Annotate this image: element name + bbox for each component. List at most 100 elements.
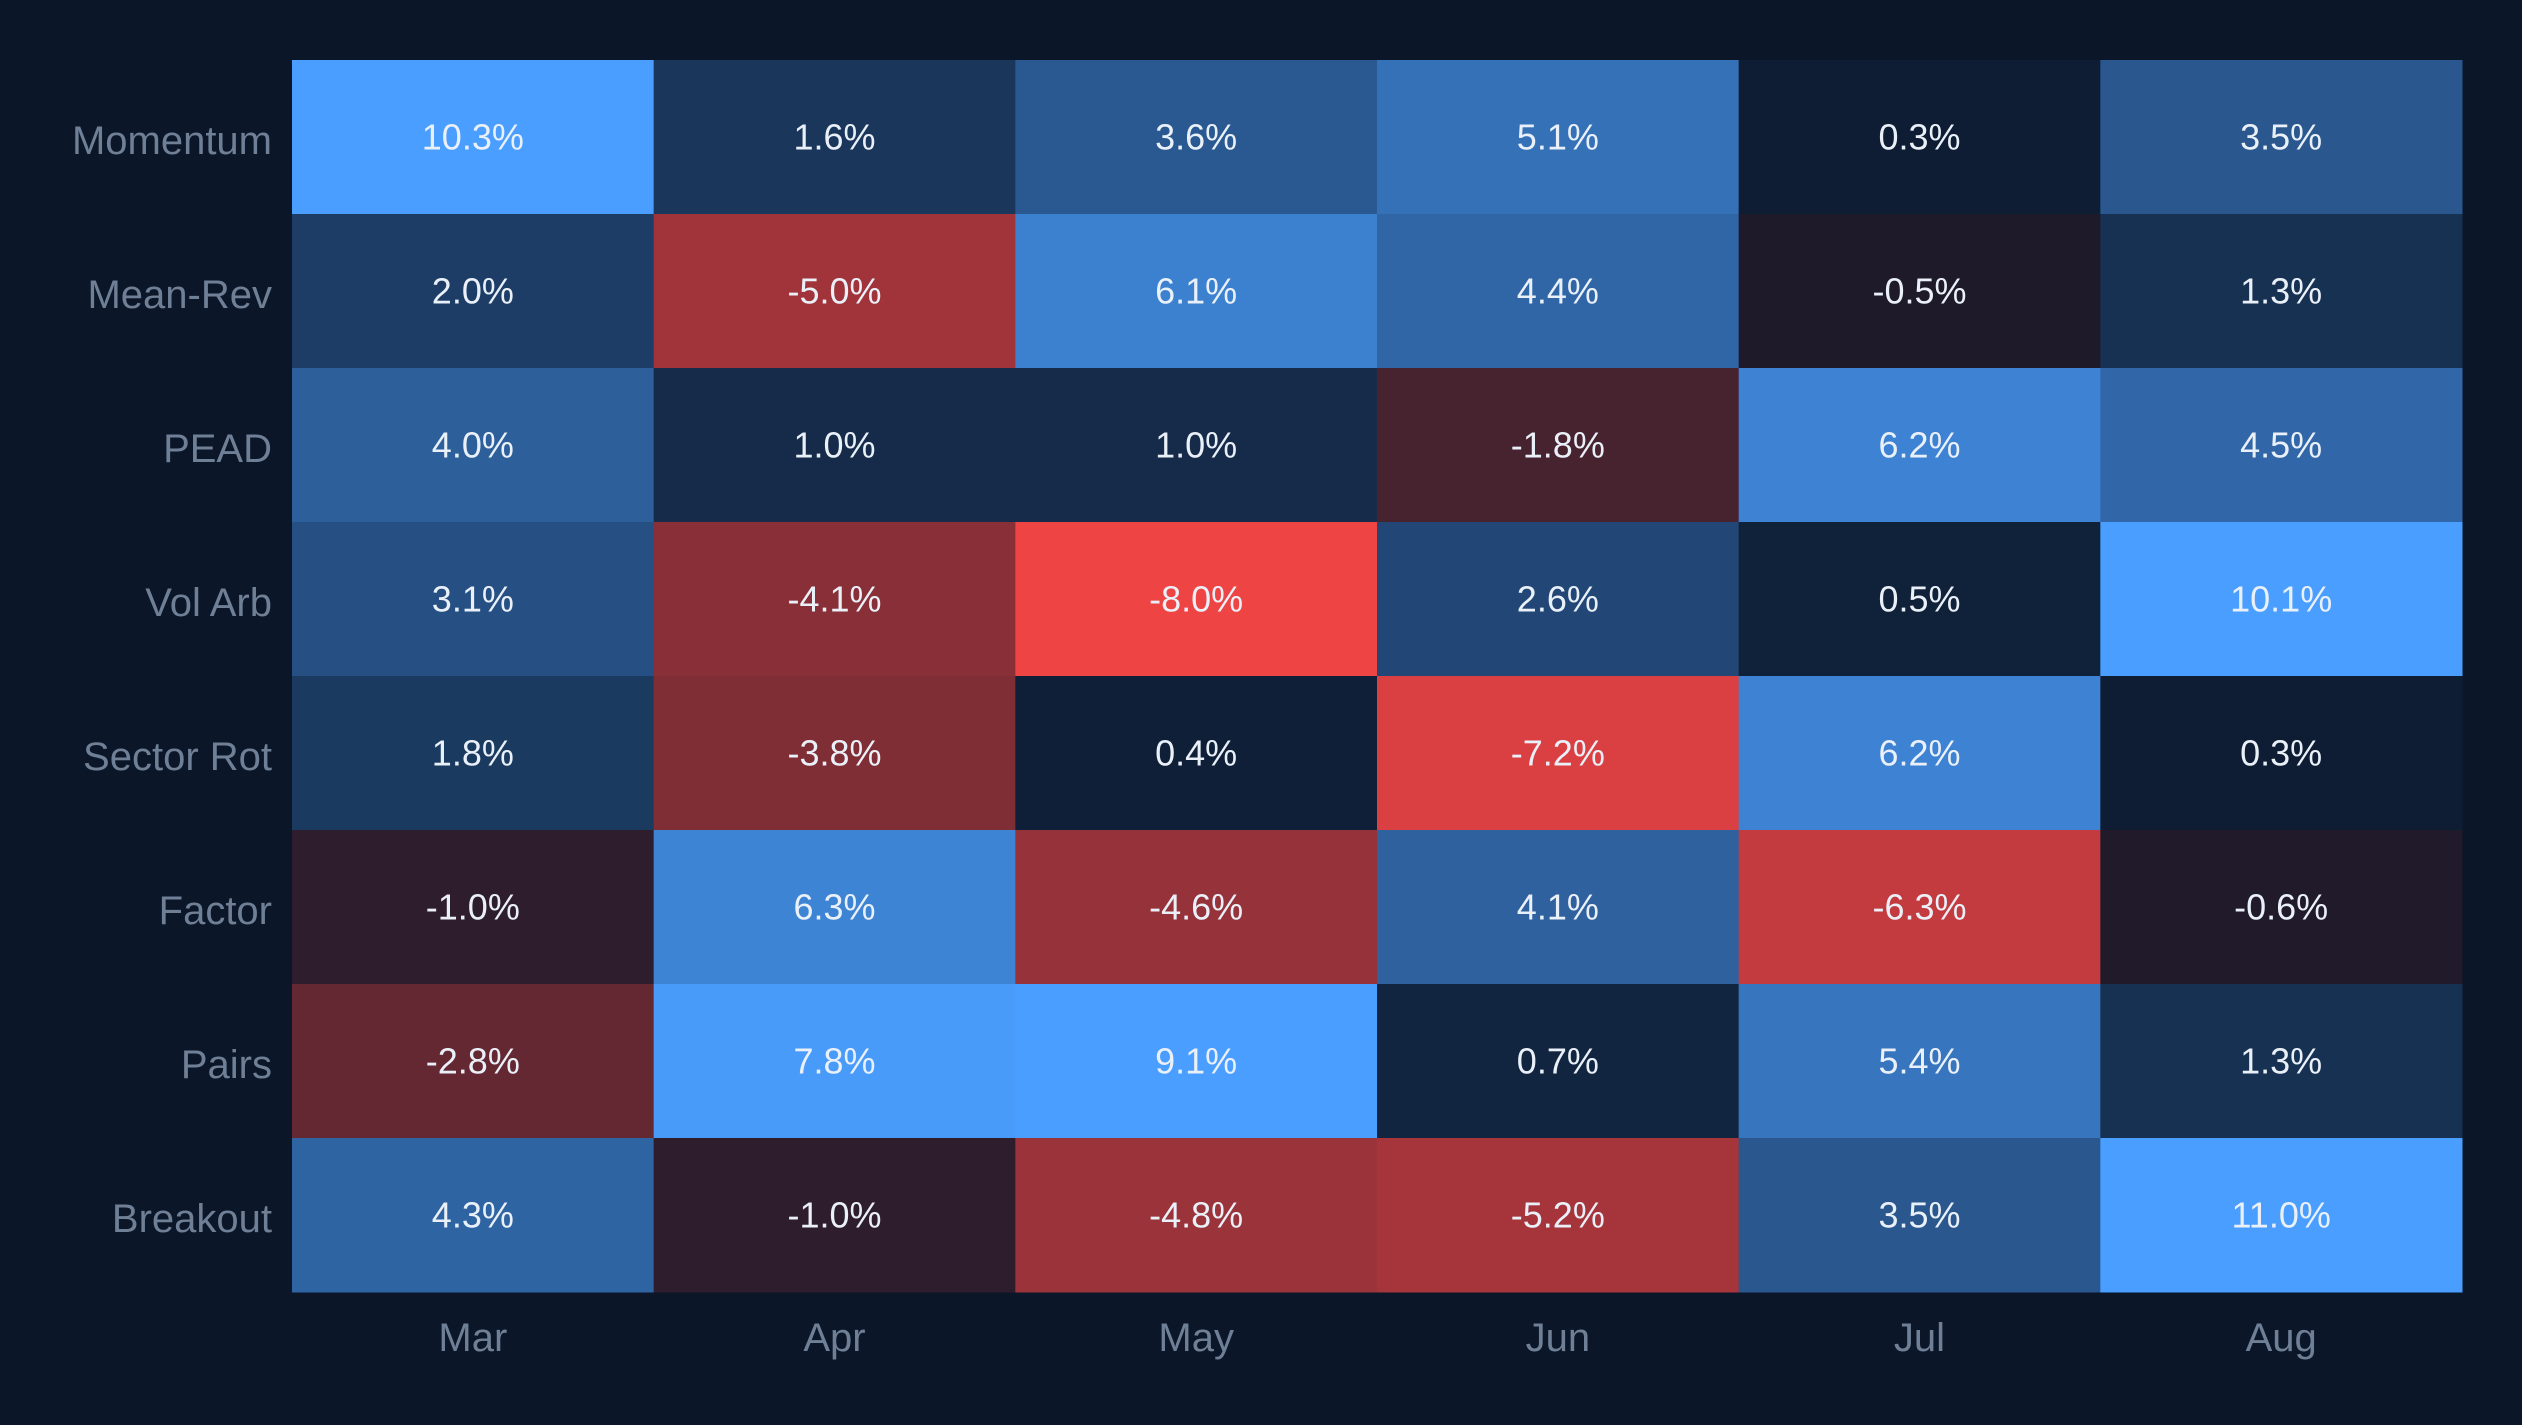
heatmap-cell [1015,1138,1378,1293]
cell-value-label: -4.1% [787,579,881,620]
heatmap-cell [1738,1138,2101,1293]
heatmap-cell [653,676,1016,831]
heatmap-cell [653,214,1016,369]
heatmap-cell [1738,676,2101,831]
heatmap-cell [1738,830,2101,985]
cell-value-label: 0.5% [1878,579,1960,620]
heatmap-cell [1015,984,1378,1139]
heatmap-cell [653,368,1016,523]
heatmap-cell [1015,214,1378,369]
cell-value-label: -5.0% [787,271,881,312]
heatmap-cell [1377,214,1740,369]
heatmap-cell [1377,984,1740,1139]
cell-value-label: 1.6% [793,117,875,158]
row-label: Vol Arb [145,581,272,625]
column-label: Aug [2246,1316,2317,1360]
heatmap-cell [1377,368,1740,523]
heatmap-cell [1015,60,1378,215]
heatmap-cell [653,522,1016,677]
column-label: Mar [438,1316,507,1360]
heatmap-cell [292,830,655,985]
heatmap-cell [2100,830,2463,985]
heatmap-cell [2100,1138,2463,1293]
cell-value-label: -6.3% [1872,887,1966,928]
cell-value-label: -8.0% [1149,579,1243,620]
cell-value-label: 1.8% [432,733,514,774]
cell-value-label: 3.6% [1155,117,1237,158]
heatmap-cell [292,368,655,523]
column-label: Jul [1894,1316,1945,1360]
heatmap-cell [2100,214,2463,369]
row-label: Breakout [112,1197,272,1241]
row-label: Mean-Rev [87,273,272,317]
row-label: Momentum [72,119,272,163]
heatmap-cell [653,1138,1016,1293]
cell-value-label: 4.4% [1517,271,1599,312]
heatmap-cell [292,60,655,215]
cell-value-label: 6.3% [793,887,875,928]
cell-value-label: 1.0% [793,425,875,466]
cell-value-label: -5.2% [1511,1195,1605,1236]
cell-value-label: -2.8% [426,1041,520,1082]
heatmap-cell [292,522,655,677]
cell-value-label: -4.6% [1149,887,1243,928]
heatmap-cell [1738,214,2101,369]
cell-value-label: 9.1% [1155,1041,1237,1082]
cell-value-label: 2.0% [432,271,514,312]
heatmap-cell [2100,984,2463,1139]
heatmap-cell [653,984,1016,1139]
heatmap-cell [292,984,655,1139]
heatmap-cell [1738,368,2101,523]
cell-value-label: 6.2% [1878,425,1960,466]
heatmap-cell [2100,676,2463,831]
cell-value-label: 0.3% [2240,733,2322,774]
cell-value-label: 11.0% [2231,1195,2330,1236]
cell-value-label: 10.3% [422,117,524,158]
cell-value-label: 10.1% [2230,579,2332,620]
cell-value-label: 1.0% [1155,425,1237,466]
heatmap-cell [1015,676,1378,831]
cell-value-label: 1.3% [2240,271,2322,312]
heatmap-cell [1738,984,2101,1139]
cell-value-label: 4.3% [432,1195,514,1236]
cell-value-label: 3.5% [1878,1195,1960,1236]
row-label: Sector Rot [83,735,272,779]
cell-value-label: 4.1% [1517,887,1599,928]
cell-value-label: -1.0% [426,887,520,928]
cell-value-label: 2.6% [1517,579,1599,620]
cell-value-label: -0.5% [1872,271,1966,312]
cell-value-label: 1.3% [2240,1041,2322,1082]
cell-value-label: -3.8% [787,733,881,774]
cell-value-label: -1.8% [1511,425,1605,466]
heatmap-cell [1738,522,2101,677]
heatmap-cell [1738,60,2101,215]
cell-value-label: 0.3% [1878,117,1960,158]
cell-value-label: 3.5% [2240,117,2322,158]
cell-value-label: 5.1% [1517,117,1599,158]
heatmap-cell [2100,522,2463,677]
heatmap-cell [1377,676,1740,831]
cell-value-label: 4.5% [2240,425,2322,466]
column-label: Jun [1526,1316,1591,1360]
cell-value-label: 0.4% [1155,733,1237,774]
cell-value-label: -4.8% [1149,1195,1243,1236]
cell-value-label: 5.4% [1878,1041,1960,1082]
cell-value-label: 6.1% [1155,271,1237,312]
heatmap-cell [1377,60,1740,215]
cell-value-label: -1.0% [787,1195,881,1236]
heatmap-cell [292,214,655,369]
cell-value-label: 6.2% [1878,733,1960,774]
heatmap-cell [292,1138,655,1293]
column-label: Apr [803,1316,865,1360]
row-label: PEAD [163,427,272,471]
column-label: May [1158,1316,1234,1360]
heatmap-cell [292,676,655,831]
heatmap-cell [653,830,1016,985]
heatmap-cell [653,60,1016,215]
heatmap-cell [1377,522,1740,677]
heatmap-cell [1015,368,1378,523]
heatmap-cell [2100,60,2463,215]
cell-value-label: 4.0% [432,425,514,466]
row-label: Pairs [181,1043,272,1087]
